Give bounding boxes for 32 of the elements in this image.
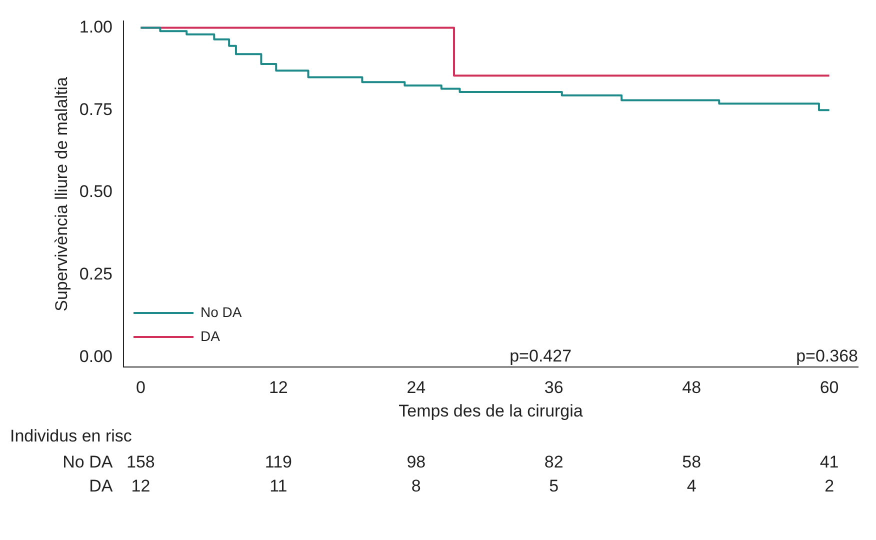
legend-label: DA — [200, 328, 221, 344]
text: No DA — [62, 452, 113, 472]
x-tick-label: 48 — [682, 378, 702, 398]
legend-label: No DA — [200, 304, 242, 320]
text: 5 — [549, 476, 559, 496]
y-tick-label: 0.00 — [79, 347, 112, 366]
text: 119 — [264, 452, 292, 472]
x-axis-title: Temps des de la cirurgia — [398, 401, 584, 420]
text: 8 — [411, 476, 421, 496]
text: 82 — [544, 452, 564, 472]
text: 11 — [270, 476, 288, 496]
x-tick-label: 12 — [268, 378, 288, 398]
annotation: p=0.427 — [510, 346, 572, 366]
text: 12 — [131, 476, 150, 496]
y-tick-label: 0.25 — [79, 264, 112, 284]
text: 58 — [682, 452, 702, 472]
x-tick-label: 0 — [136, 378, 146, 398]
text: Individus en risc — [10, 426, 132, 446]
text: 41 — [820, 452, 839, 472]
annotation: p=0.368 — [796, 346, 858, 366]
x-tick-label: 24 — [406, 378, 426, 398]
text: 2 — [824, 476, 834, 496]
text: 158 — [126, 452, 155, 472]
y-axis-title: Supervivència lliure de malaltia — [52, 76, 71, 312]
y-tick-label: 0.75 — [79, 100, 112, 119]
x-tick-label: 36 — [544, 378, 564, 398]
text: DA — [89, 476, 113, 496]
text: 98 — [406, 452, 426, 472]
text: 4 — [686, 476, 696, 496]
y-tick-label: 1.00 — [79, 17, 112, 36]
y-tick-label: 0.50 — [79, 182, 112, 202]
x-tick-label: 60 — [820, 378, 839, 398]
